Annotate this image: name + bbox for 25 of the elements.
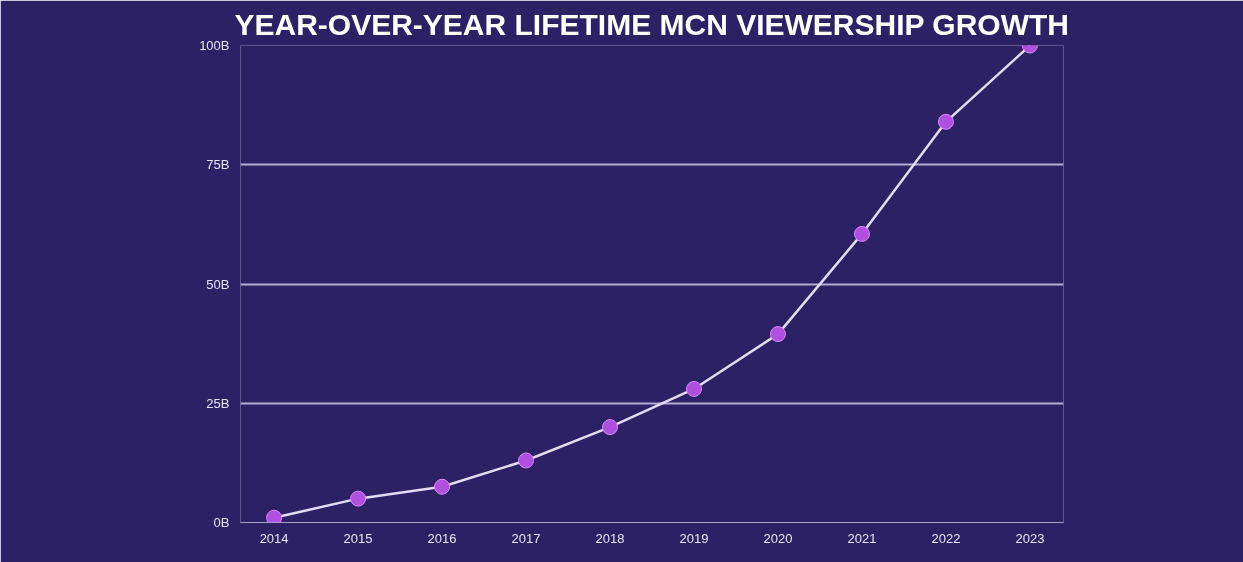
point xyxy=(769,326,786,343)
x-tick-label: 2015 xyxy=(343,530,373,546)
x-tick-label: 2019 xyxy=(679,530,709,546)
y-tick-label: 50B xyxy=(206,276,230,292)
point xyxy=(685,380,702,397)
point xyxy=(434,478,451,495)
point xyxy=(266,509,283,523)
y-tick-label: 25B xyxy=(206,395,230,411)
point xyxy=(853,225,870,242)
point xyxy=(602,419,619,436)
x-tick-label: 2016 xyxy=(427,530,457,546)
point xyxy=(518,452,535,469)
point xyxy=(937,113,954,130)
y-tick-label: 75B xyxy=(206,157,230,173)
y-tick-label: 100B xyxy=(199,38,230,53)
x-tick-label: 2017 xyxy=(511,530,541,546)
x-tick-label: 2022 xyxy=(931,530,961,546)
x-tick-label: 2014 xyxy=(259,530,289,546)
x-tick-label: 2021 xyxy=(847,530,877,546)
chart-title: YEAR-OVER-YEAR LIFETIME MCN VIEWERSHIP GROWTH xyxy=(234,7,1069,41)
y-tick-label: 0B xyxy=(213,515,230,530)
x-tick-label: 2023 xyxy=(1015,530,1045,546)
x-tick-label: 2020 xyxy=(763,530,793,546)
point xyxy=(350,490,367,507)
x-tick-label: 2018 xyxy=(595,530,625,546)
